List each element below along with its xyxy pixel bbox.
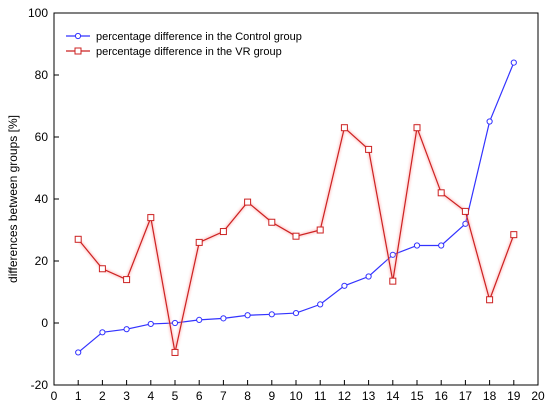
series-vr bbox=[74, 121, 518, 356]
x-tick-label: 14 bbox=[386, 389, 400, 403]
data-point bbox=[75, 349, 82, 356]
data-point bbox=[99, 329, 106, 336]
x-axis: 0 1 2 3 4 5 6 7 8 9 10 11 12 13 14 15 16 17 18 19 20 bbox=[51, 380, 545, 403]
data-point bbox=[316, 226, 324, 234]
legend-label: percentage difference in the VR group bbox=[96, 46, 282, 58]
x-tick-label: 20 bbox=[531, 389, 545, 403]
x-tick-label: 10 bbox=[289, 389, 303, 403]
x-tick-label: 7 bbox=[220, 389, 227, 403]
data-point bbox=[317, 301, 324, 308]
data-point bbox=[292, 232, 300, 240]
y-tick-label: 100 bbox=[28, 6, 48, 20]
series-layer bbox=[74, 59, 518, 356]
x-tick-label: 19 bbox=[507, 389, 521, 403]
data-point bbox=[486, 296, 494, 304]
data-point bbox=[365, 273, 372, 280]
data-point bbox=[244, 312, 251, 319]
data-point bbox=[220, 315, 227, 322]
x-tick-label: 4 bbox=[147, 389, 154, 403]
y-tick-label: -20 bbox=[31, 378, 49, 392]
data-point bbox=[365, 145, 373, 153]
x-tick-label: 6 bbox=[196, 389, 203, 403]
y-tick-label: 0 bbox=[41, 316, 48, 330]
data-point bbox=[389, 251, 396, 258]
data-point bbox=[195, 238, 203, 246]
data-point bbox=[438, 242, 445, 249]
data-point bbox=[268, 218, 276, 226]
series-control bbox=[75, 59, 517, 356]
data-point bbox=[74, 235, 82, 243]
data-point bbox=[413, 242, 421, 249]
legend-marker bbox=[74, 47, 82, 55]
data-point bbox=[486, 118, 493, 125]
data-point bbox=[123, 326, 130, 333]
legend-label: percentage difference in the Control gro… bbox=[96, 31, 302, 43]
data-point bbox=[196, 316, 203, 323]
x-tick-label: 13 bbox=[362, 389, 376, 403]
data-point bbox=[244, 198, 252, 206]
data-point bbox=[461, 207, 469, 215]
data-point bbox=[171, 319, 179, 327]
x-tick-label: 5 bbox=[172, 389, 179, 403]
data-point bbox=[268, 311, 275, 318]
x-tick-label: 0 bbox=[51, 389, 58, 403]
x-tick-label: 9 bbox=[268, 389, 275, 403]
data-point bbox=[123, 276, 131, 284]
x-tick-label: 8 bbox=[244, 389, 251, 403]
data-point bbox=[341, 282, 348, 289]
y-tick-label: 60 bbox=[35, 130, 49, 144]
data-point bbox=[219, 228, 227, 236]
data-point bbox=[171, 348, 179, 356]
x-tick-label: 18 bbox=[483, 389, 497, 403]
legend-marker bbox=[74, 32, 82, 40]
data-point bbox=[510, 59, 517, 66]
plot-area bbox=[53, 12, 539, 386]
x-tick-label: 2 bbox=[99, 389, 106, 403]
y-tick-label: 40 bbox=[35, 192, 49, 206]
y-axis: -20 0 20 40 60 80 100 bbox=[28, 6, 59, 392]
data-point bbox=[340, 124, 348, 132]
x-tick-label: 1 bbox=[75, 389, 82, 403]
data-point bbox=[292, 309, 300, 317]
data-point bbox=[147, 214, 155, 222]
data-point bbox=[389, 277, 397, 285]
data-point bbox=[437, 189, 445, 197]
y-tick-label: 20 bbox=[35, 254, 49, 268]
data-point bbox=[98, 265, 106, 273]
x-tick-label: 11 bbox=[314, 389, 327, 403]
x-tick-label: 17 bbox=[459, 389, 473, 403]
x-tick-label: 12 bbox=[338, 389, 352, 403]
data-point bbox=[413, 124, 421, 132]
x-tick-label: 3 bbox=[123, 389, 130, 403]
legend: percentage difference in the Control gro… bbox=[66, 31, 302, 58]
y-axis-label: differences between groups [%] bbox=[6, 115, 20, 283]
data-point bbox=[510, 231, 518, 239]
x-tick-label: 15 bbox=[410, 389, 424, 403]
y-tick-label: 80 bbox=[35, 68, 49, 82]
data-point bbox=[147, 320, 154, 328]
x-tick-label: 16 bbox=[435, 389, 449, 403]
